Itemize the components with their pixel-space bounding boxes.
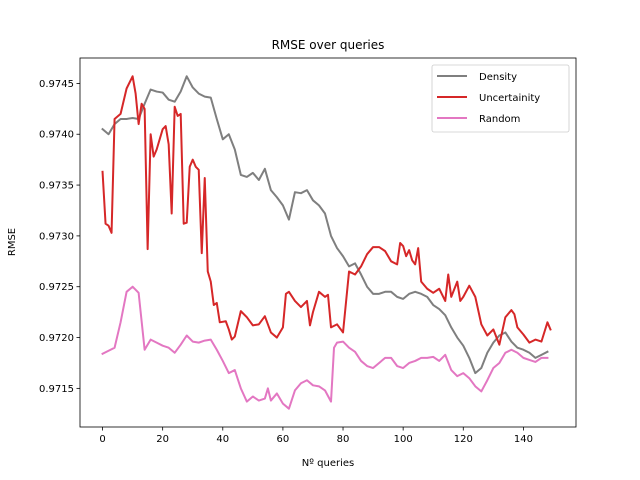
y-tick-label: 0.9720 — [39, 333, 74, 344]
y-tick-label: 0.9740 — [39, 130, 74, 141]
plot-lines — [101, 75, 552, 410]
y-tick-label: 0.9735 — [39, 181, 74, 192]
plot-frame — [79, 57, 577, 428]
y-axis-ticks: 0.9715 0.9720 0.9725 0.9730 0.9735 0.9740 0.97… — [39, 79, 80, 395]
chart-title: RMSE over queries — [272, 38, 385, 52]
x-tick-label: 40 — [216, 434, 229, 445]
x-tick-label: 60 — [277, 434, 290, 445]
y-axis-label: RMSE — [7, 228, 18, 256]
y-tick-label: 0.9730 — [39, 231, 74, 242]
x-tick-label: 20 — [156, 434, 169, 445]
series-line-uncertainity — [101, 75, 552, 346]
y-tick-label: 0.9745 — [39, 79, 74, 90]
x-tick-label: 80 — [337, 434, 350, 445]
legend-label-density: Density — [479, 72, 517, 83]
legend-box — [431, 64, 570, 133]
legend-label-random: Random — [479, 114, 520, 125]
x-tick-label: 140 — [514, 434, 533, 445]
x-tick-label: 0 — [99, 434, 105, 445]
x-axis-label: Nº queries — [302, 458, 354, 469]
y-tick-label: 0.9715 — [39, 384, 74, 395]
series-line-random — [101, 285, 549, 410]
legend-label-uncertainity: Uncertainity — [479, 93, 540, 104]
legend: Density Uncertainity Random — [431, 64, 570, 133]
y-tick-label: 0.9725 — [39, 282, 74, 293]
x-tick-label: 120 — [454, 434, 473, 445]
x-axis-ticks: 0 20 40 60 80 100 120 140 — [99, 427, 533, 445]
series-line-density — [101, 75, 549, 375]
x-tick-label: 100 — [394, 434, 413, 445]
